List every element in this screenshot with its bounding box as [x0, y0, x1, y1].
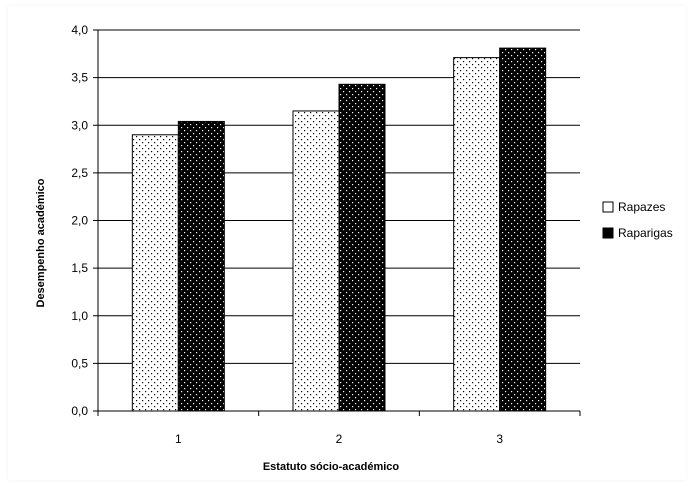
- legend-swatch-raparigas: [602, 227, 614, 239]
- bar-raparigas-1: [177, 120, 225, 412]
- legend-label-raparigas: Raparigas: [618, 226, 673, 240]
- y-tick-label: 2,5: [71, 166, 88, 180]
- legend-label-rapazes: Rapazes: [618, 200, 665, 214]
- y-tick-label: 3,5: [71, 71, 88, 85]
- legend-swatch-rapazes: [602, 201, 614, 213]
- axes: 0,0 0,5 1,0 1,5 2,0 2,5 3,0 3,5 4,0 1 2 3: [71, 23, 581, 446]
- bar-rapazes-3: [453, 57, 501, 412]
- y-tick-label: 0,5: [71, 356, 88, 370]
- y-tick-label: 1,0: [71, 309, 88, 323]
- y-tick-label: 0,0: [71, 404, 88, 418]
- legend: Rapazes Raparigas: [602, 200, 673, 240]
- bar-rapazes-1: [131, 134, 179, 412]
- y-axis-title: Desempenho académico: [35, 178, 47, 307]
- y-tick-label: 3,0: [71, 118, 88, 132]
- bars: [131, 47, 547, 412]
- bar-raparigas-3: [499, 47, 547, 412]
- x-axis-title: Estatuto sócio-académico: [263, 461, 400, 473]
- y-tick-label: 2,0: [71, 214, 88, 228]
- bar-rapazes-2: [292, 110, 340, 412]
- x-tick-label: 2: [336, 432, 343, 446]
- y-tick-label: 4,0: [71, 23, 88, 37]
- y-tick-label: 1,5: [71, 261, 88, 275]
- x-tick-label: 1: [175, 432, 182, 446]
- bar-raparigas-2: [338, 83, 386, 412]
- x-tick-label: 3: [496, 432, 503, 446]
